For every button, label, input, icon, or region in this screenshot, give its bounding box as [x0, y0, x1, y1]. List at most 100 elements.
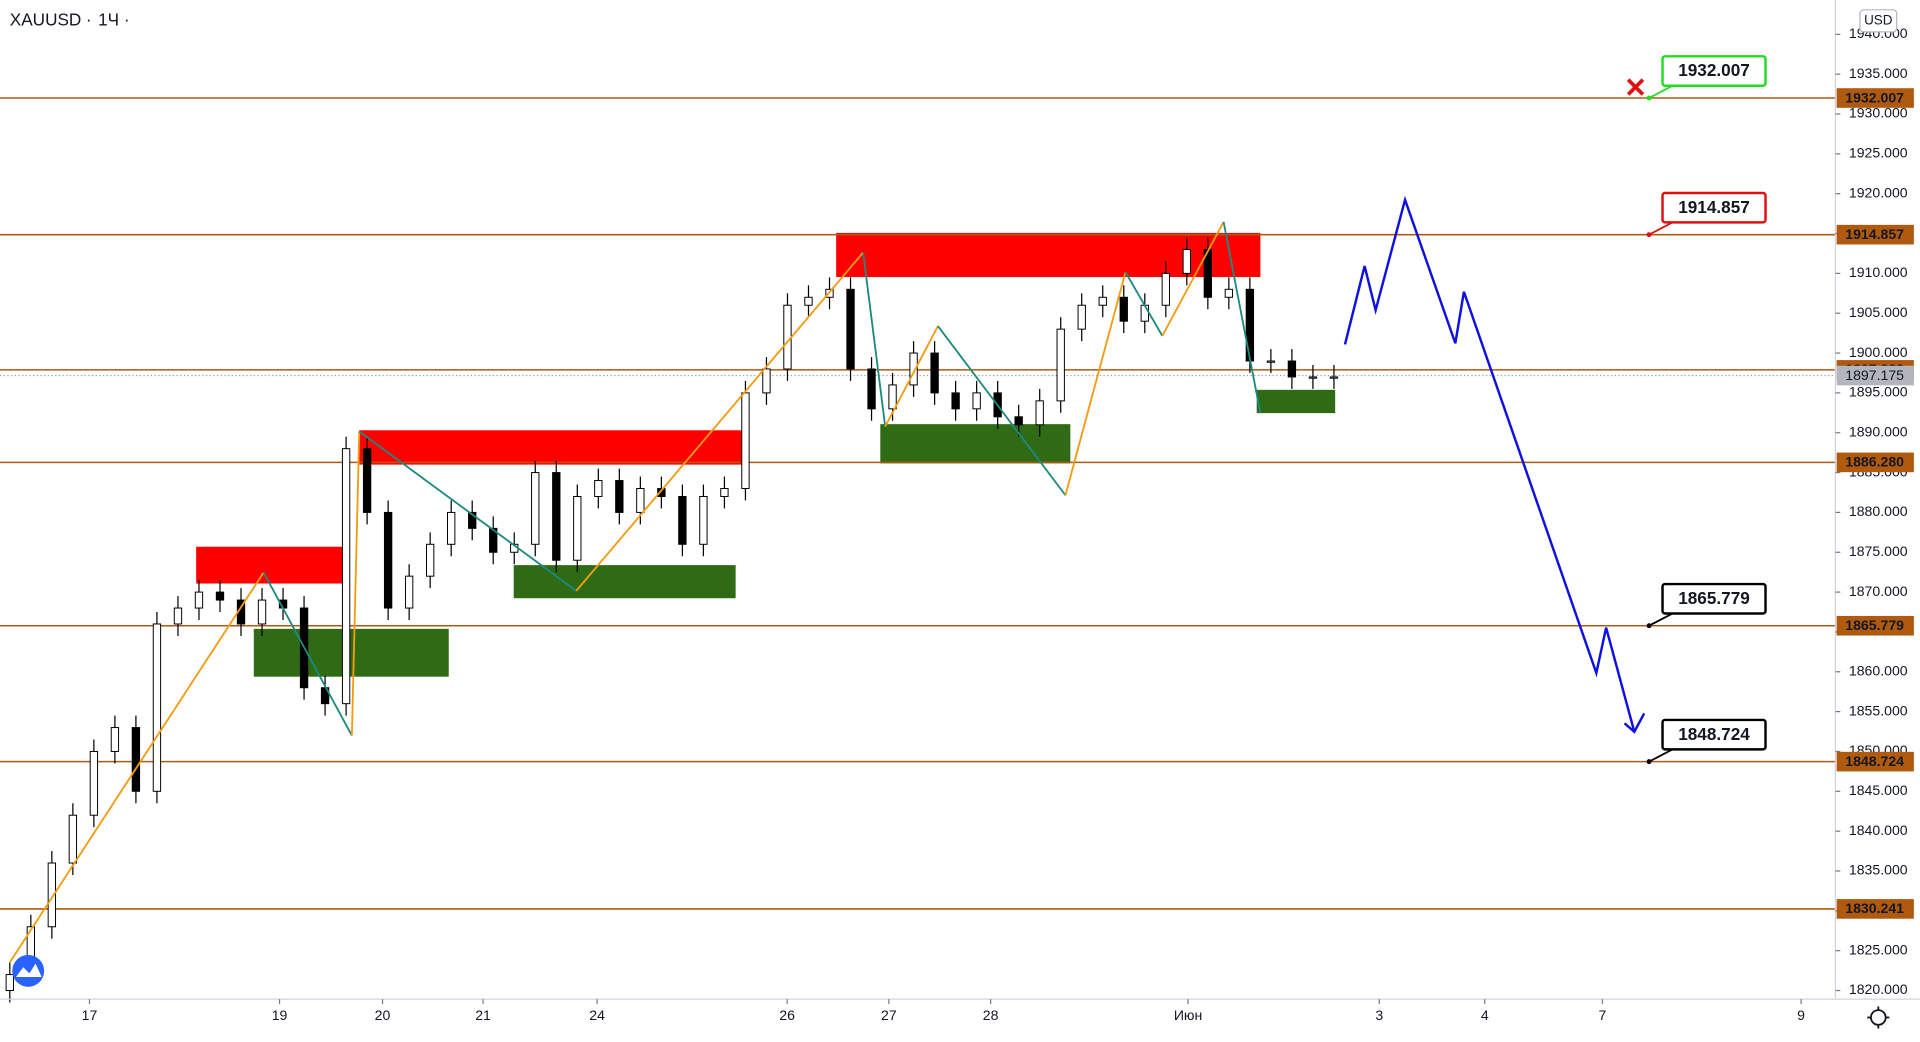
x-tick-label: 9: [1797, 1007, 1805, 1023]
candle-body: [1245, 288, 1255, 362]
candle-body: [47, 862, 57, 928]
demand-zone: [513, 565, 736, 599]
candle-body: [552, 472, 561, 561]
y-tick-label: 1920.000: [1849, 184, 1908, 200]
demand-zone: [880, 424, 1071, 464]
x-tick-label: 21: [475, 1007, 491, 1023]
level-label: 1914.857: [1845, 226, 1904, 242]
y-tick-label: 1825.000: [1849, 941, 1908, 957]
level-label-bg: [1836, 452, 1914, 473]
candle-body: [1224, 288, 1234, 298]
candle-body: [1119, 296, 1128, 322]
interval[interactable]: 1Ч: [98, 9, 119, 29]
candle-body: [1182, 248, 1191, 274]
candle-body: [1266, 360, 1276, 363]
y-tick-label: 1835.000: [1849, 862, 1908, 878]
callout-anchor: [1646, 623, 1652, 629]
currency: USD: [1864, 12, 1893, 27]
zigzag-down: [358, 430, 577, 592]
candle-body: [636, 488, 645, 513]
current-price-label: 1897.175: [1845, 367, 1904, 383]
zigzag-up: [575, 251, 864, 592]
callout-box: [1661, 55, 1767, 87]
candle-body: [594, 480, 603, 497]
x-tick-label: 7: [1599, 1007, 1607, 1023]
y-tick-label: 1860.000: [1849, 663, 1908, 679]
candle-body: [783, 304, 792, 370]
projection-path: [1343, 195, 1636, 733]
symbol[interactable]: XAUUSD: [10, 9, 82, 29]
zones: [196, 232, 1336, 677]
y-tick-label: 1820.000: [1849, 981, 1908, 997]
callout-label: 1848.724: [1678, 724, 1750, 744]
candle-body: [888, 384, 897, 410]
price-axis-bg: [1835, 0, 1920, 1042]
logo[interactable]: [12, 954, 45, 987]
candle-body: [909, 352, 918, 386]
y-tick-label: 1880.000: [1849, 503, 1908, 519]
callout-label: 1932.007: [1678, 60, 1750, 80]
candle-body: [1308, 376, 1318, 379]
candle-body: [173, 607, 183, 625]
zigzag-down: [262, 572, 353, 736]
level-label: 1932.007: [1845, 89, 1904, 105]
callout-label: 1914.857: [1678, 197, 1750, 217]
candle-body: [930, 352, 939, 394]
x-tick-label: 27: [881, 1007, 897, 1023]
x-tick-label: 26: [779, 1007, 795, 1023]
demand-zone: [253, 628, 449, 677]
candle-body: [1014, 416, 1023, 426]
level-label: 1848.724: [1845, 753, 1904, 769]
separator: ·: [86, 9, 92, 29]
y-tick-label: 1905.000: [1849, 304, 1908, 320]
level-label-bg: [1836, 615, 1914, 636]
y-tick-label: 1935.000: [1849, 65, 1908, 81]
zigzag-up: [1064, 271, 1127, 496]
candle-body: [846, 288, 855, 370]
zigzag-up: [1161, 221, 1225, 337]
cancel-mark: [1626, 78, 1645, 96]
candle-body: [489, 527, 498, 553]
time-axis: 17 19 20 21 24 26 27 28 Июн 3 4 7 9: [82, 999, 1805, 1023]
callout-box: [1661, 582, 1767, 615]
supply-zone: [359, 430, 745, 465]
currency-box[interactable]: [1859, 9, 1898, 33]
candle-body: [5, 974, 14, 992]
candle-body: [951, 392, 960, 410]
candle-body: [804, 296, 813, 306]
y-tick-label: 1910.000: [1849, 264, 1908, 280]
x-tick-label: 3: [1375, 1007, 1383, 1023]
zigzag-down: [862, 252, 887, 427]
candle-body: [573, 495, 582, 561]
price-axis: 1820.0001825.0001830.0001835.0001840.000…: [1835, 25, 1914, 997]
callout-anchor: [1646, 759, 1652, 765]
callout-anchor: [1646, 232, 1652, 238]
candle-body: [383, 511, 393, 609]
candle-body: [68, 814, 78, 864]
candle-body: [215, 591, 225, 601]
x-tick-label: Июн: [1174, 1007, 1202, 1023]
zigzag-up: [9, 571, 265, 963]
zigzag: [9, 221, 1262, 963]
y-tick-label: 1890.000: [1849, 423, 1908, 439]
candle-body: [1140, 304, 1149, 322]
level-label-bg: [1836, 899, 1914, 919]
x-tick-label: 4: [1481, 1007, 1489, 1023]
y-tick-label: 1875.000: [1849, 543, 1908, 559]
candle-body: [426, 543, 435, 577]
candle-body: [1098, 296, 1107, 306]
demand-zone: [1256, 389, 1336, 414]
candle-body: [615, 480, 624, 513]
y-tick-label: 1840.000: [1849, 822, 1908, 838]
candle-body: [867, 368, 876, 410]
zigzag-down: [1124, 271, 1164, 337]
x-tick-label: 19: [272, 1007, 288, 1023]
candle-body: [131, 727, 141, 792]
candle-body: [699, 495, 708, 545]
candle-body: [152, 623, 162, 792]
level-label: 1865.779: [1845, 617, 1904, 633]
y-tick-label: 1870.000: [1849, 583, 1908, 599]
candle-body: [257, 599, 267, 625]
